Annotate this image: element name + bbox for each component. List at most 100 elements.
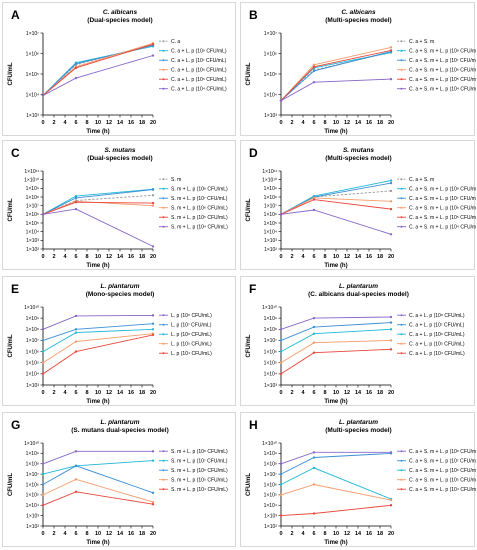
y-axis-label: CFU/mL: [246, 334, 252, 357]
data-point: [41, 462, 45, 465]
chart-svg: B C. albicans(Multi-species model) 1×10³ 1×…: [246, 8, 476, 135]
data-point: [389, 189, 393, 193]
legend-label: C. a + S. m + L. p (10⁴ CFU/mL): [409, 87, 476, 93]
y-axis-label: CFU/mL: [8, 198, 14, 221]
y-tick-label: 1×10⁹: [264, 451, 277, 457]
x-tick-label: 6: [312, 254, 315, 260]
legend-label: C. a + L. p (10⁵ CFU/mL): [409, 342, 465, 348]
series-line: [280, 180, 392, 215]
data-point: [312, 483, 316, 486]
legend-marker: [162, 478, 165, 481]
legend-marker: [400, 323, 403, 326]
legend-marker: [400, 469, 403, 472]
y-tick-label: 1×10⁵: [264, 221, 277, 227]
chart-subtitle: (Mono-species model): [86, 291, 155, 298]
x-tick-label: 4: [63, 120, 67, 126]
data-point: [151, 459, 155, 462]
chart-title: S. mutans: [104, 147, 135, 154]
x-tick-label: 14: [355, 390, 362, 396]
chart-svg: H L. plantarum(Multi-species model) 1×10² 1…: [246, 418, 476, 546]
data-point: [151, 333, 155, 337]
data-point: [74, 328, 78, 331]
x-tick-label: 10: [95, 254, 101, 260]
y-tick-label: 1×10⁵: [26, 361, 39, 367]
legend-label: S. m + L. p (10⁴ CFU/mL): [171, 487, 228, 493]
panel-letter: E: [11, 282, 19, 296]
series-line: [42, 460, 154, 475]
y-tick-label: 1×10⁷: [264, 472, 277, 478]
x-tick-label: 12: [344, 254, 350, 260]
legend-label: S. m: [171, 177, 181, 183]
x-tick-label: 14: [355, 120, 362, 126]
x-tick-label: 10: [333, 390, 339, 396]
x-tick-label: 2: [290, 254, 293, 260]
y-tick-label: 1×10¹⁰: [24, 441, 39, 447]
data-point: [151, 314, 155, 317]
series-line: [42, 42, 154, 96]
data-point: [41, 350, 45, 353]
legend-marker: [162, 459, 165, 462]
x-tick-label: 16: [366, 254, 372, 260]
x-tick-label: 12: [106, 254, 112, 260]
y-tick-label: 1×10⁵: [26, 493, 39, 499]
legend-marker: [400, 342, 403, 345]
x-tick-label: 0: [41, 254, 44, 260]
x-tick-label: 4: [301, 254, 305, 260]
data-point: [151, 201, 155, 205]
data-point: [74, 194, 78, 198]
series-line: [280, 49, 392, 101]
legend-marker: [162, 352, 165, 355]
panel-a: A C. albicans (Dual-species model) 1×10³ 1×1…: [2, 2, 236, 136]
legend-label: C. a + L. p (10⁴ CFU/mL): [409, 351, 465, 357]
legend-label: S. m + L. p (10⁶ CFU/mL): [171, 206, 228, 212]
data-point: [41, 213, 45, 216]
data-point: [312, 196, 316, 200]
x-tick-label: 0: [41, 390, 44, 396]
x-tick-label: 0: [279, 120, 282, 126]
y-tick-label: 1×10¹⁰: [24, 305, 39, 311]
y-tick-label: 1×10³: [264, 238, 277, 244]
chart-title: L. plantarum: [339, 419, 378, 426]
panel-c: C S. mutans (Dual-species model) 1×10² 1×10³…: [2, 140, 236, 270]
series-line: [42, 43, 154, 96]
series-line: [42, 314, 154, 330]
legend-label: S. m + L. p (10⁵ CFU/mL): [171, 215, 228, 221]
chart-title: L. plantarum: [100, 419, 139, 426]
panel-letter: D: [249, 146, 258, 160]
legend-label: S. m + L. p (10⁵ CFU/mL): [171, 478, 228, 484]
x-tick-label: 18: [139, 390, 145, 396]
data-point: [74, 201, 78, 204]
chart-subtitle: (S. mutans dual-species model): [71, 427, 169, 434]
legend-label: C. a + S. m + L. p (10⁸ CFU/mL): [409, 49, 476, 55]
legend-marker: [400, 488, 403, 491]
data-point: [41, 483, 45, 486]
x-tick-label: 10: [333, 120, 339, 126]
data-point: [74, 207, 78, 211]
legend-label: C. a: [171, 39, 180, 45]
data-point: [312, 341, 316, 344]
y-tick-label: 1×10⁹: [26, 186, 39, 192]
legend-marker: [162, 225, 165, 228]
data-point: [312, 451, 316, 454]
y-tick-label: 1×10⁵: [264, 361, 277, 367]
legend-marker: [162, 333, 165, 336]
data-point: [312, 466, 316, 470]
series-line: [42, 201, 154, 215]
y-tick-label: 1×10²: [26, 247, 39, 253]
data-point: [151, 491, 155, 494]
legend-label: C. a + L. p (10⁵ CFU/mL): [171, 77, 227, 83]
x-tick-label: 8: [85, 254, 88, 260]
data-point: [41, 94, 45, 97]
y-axis-label: CFU/mL: [8, 334, 14, 357]
x-tick-label: 18: [377, 390, 383, 396]
panel-b: B C. albicans (Multi-species model) 1×10³ 1×…: [240, 2, 476, 136]
x-tick-label: 14: [117, 254, 124, 260]
x-tick-label: 2: [52, 390, 55, 396]
y-axis-label: CFU/mL: [8, 62, 14, 85]
chart-svg: C S. mutans(Dual-species model) 1×10² 1×10³…: [8, 146, 228, 269]
chart-svg: A C. albicans(Dual-species model) 1×10³ 1×1…: [8, 8, 227, 135]
x-tick-label: 10: [95, 390, 101, 396]
x-tick-label: 6: [74, 120, 77, 126]
x-tick-label: 18: [139, 531, 145, 537]
